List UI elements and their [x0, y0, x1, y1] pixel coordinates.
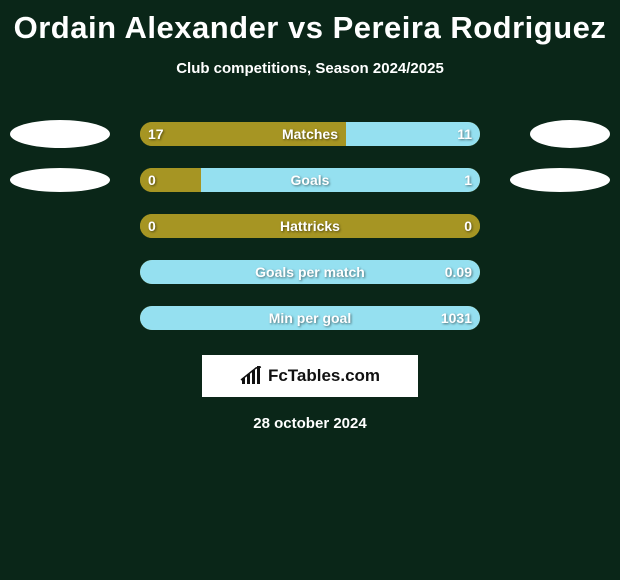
bar-chart-icon [240, 366, 264, 386]
stat-label: Goals per match [255, 264, 365, 280]
stat-value-right: 0 [464, 218, 472, 234]
stat-bar: Goals per match 0.09 [140, 260, 480, 284]
stat-label: Min per goal [269, 310, 351, 326]
logo-box: FcTables.com [202, 355, 418, 397]
stat-row: Goals per match 0.09 [0, 249, 620, 295]
stat-bar: Hattricks 0 0 [140, 214, 480, 238]
stat-row: Goals 0 1 [0, 157, 620, 203]
stat-row: Matches 17 11 [0, 111, 620, 157]
oval-right [530, 120, 610, 148]
stat-value-left: 0 [148, 218, 156, 234]
stat-bar: Matches 17 11 [140, 122, 480, 146]
stat-value-left: 0 [148, 172, 156, 188]
oval-right [510, 168, 610, 192]
comparison-rows: Matches 17 11 Goals 0 1 Hattricks 0 0 Goals per m… [0, 111, 620, 341]
oval-left [10, 120, 110, 148]
logo-text: FcTables.com [268, 366, 380, 386]
stat-row: Hattricks 0 0 [0, 203, 620, 249]
date-label: 28 october 2024 [0, 415, 620, 432]
stat-label: Hattricks [280, 218, 340, 234]
stat-label: Matches [282, 126, 338, 142]
oval-left [10, 168, 110, 192]
stat-bar: Min per goal 1031 [140, 306, 480, 330]
stat-value-right: 11 [457, 126, 472, 142]
stat-row: Min per goal 1031 [0, 295, 620, 341]
page-title: Ordain Alexander vs Pereira Rodriguez [0, 0, 620, 46]
stat-bar: Goals 0 1 [140, 168, 480, 192]
subtitle: Club competitions, Season 2024/2025 [0, 60, 620, 77]
stat-label: Goals [291, 172, 330, 188]
stat-value-right: 1031 [441, 310, 472, 326]
stat-value-right: 0.09 [445, 264, 472, 280]
stat-value-right: 1 [464, 172, 472, 188]
bar-fill-right [201, 168, 480, 192]
stat-value-left: 17 [148, 126, 164, 142]
